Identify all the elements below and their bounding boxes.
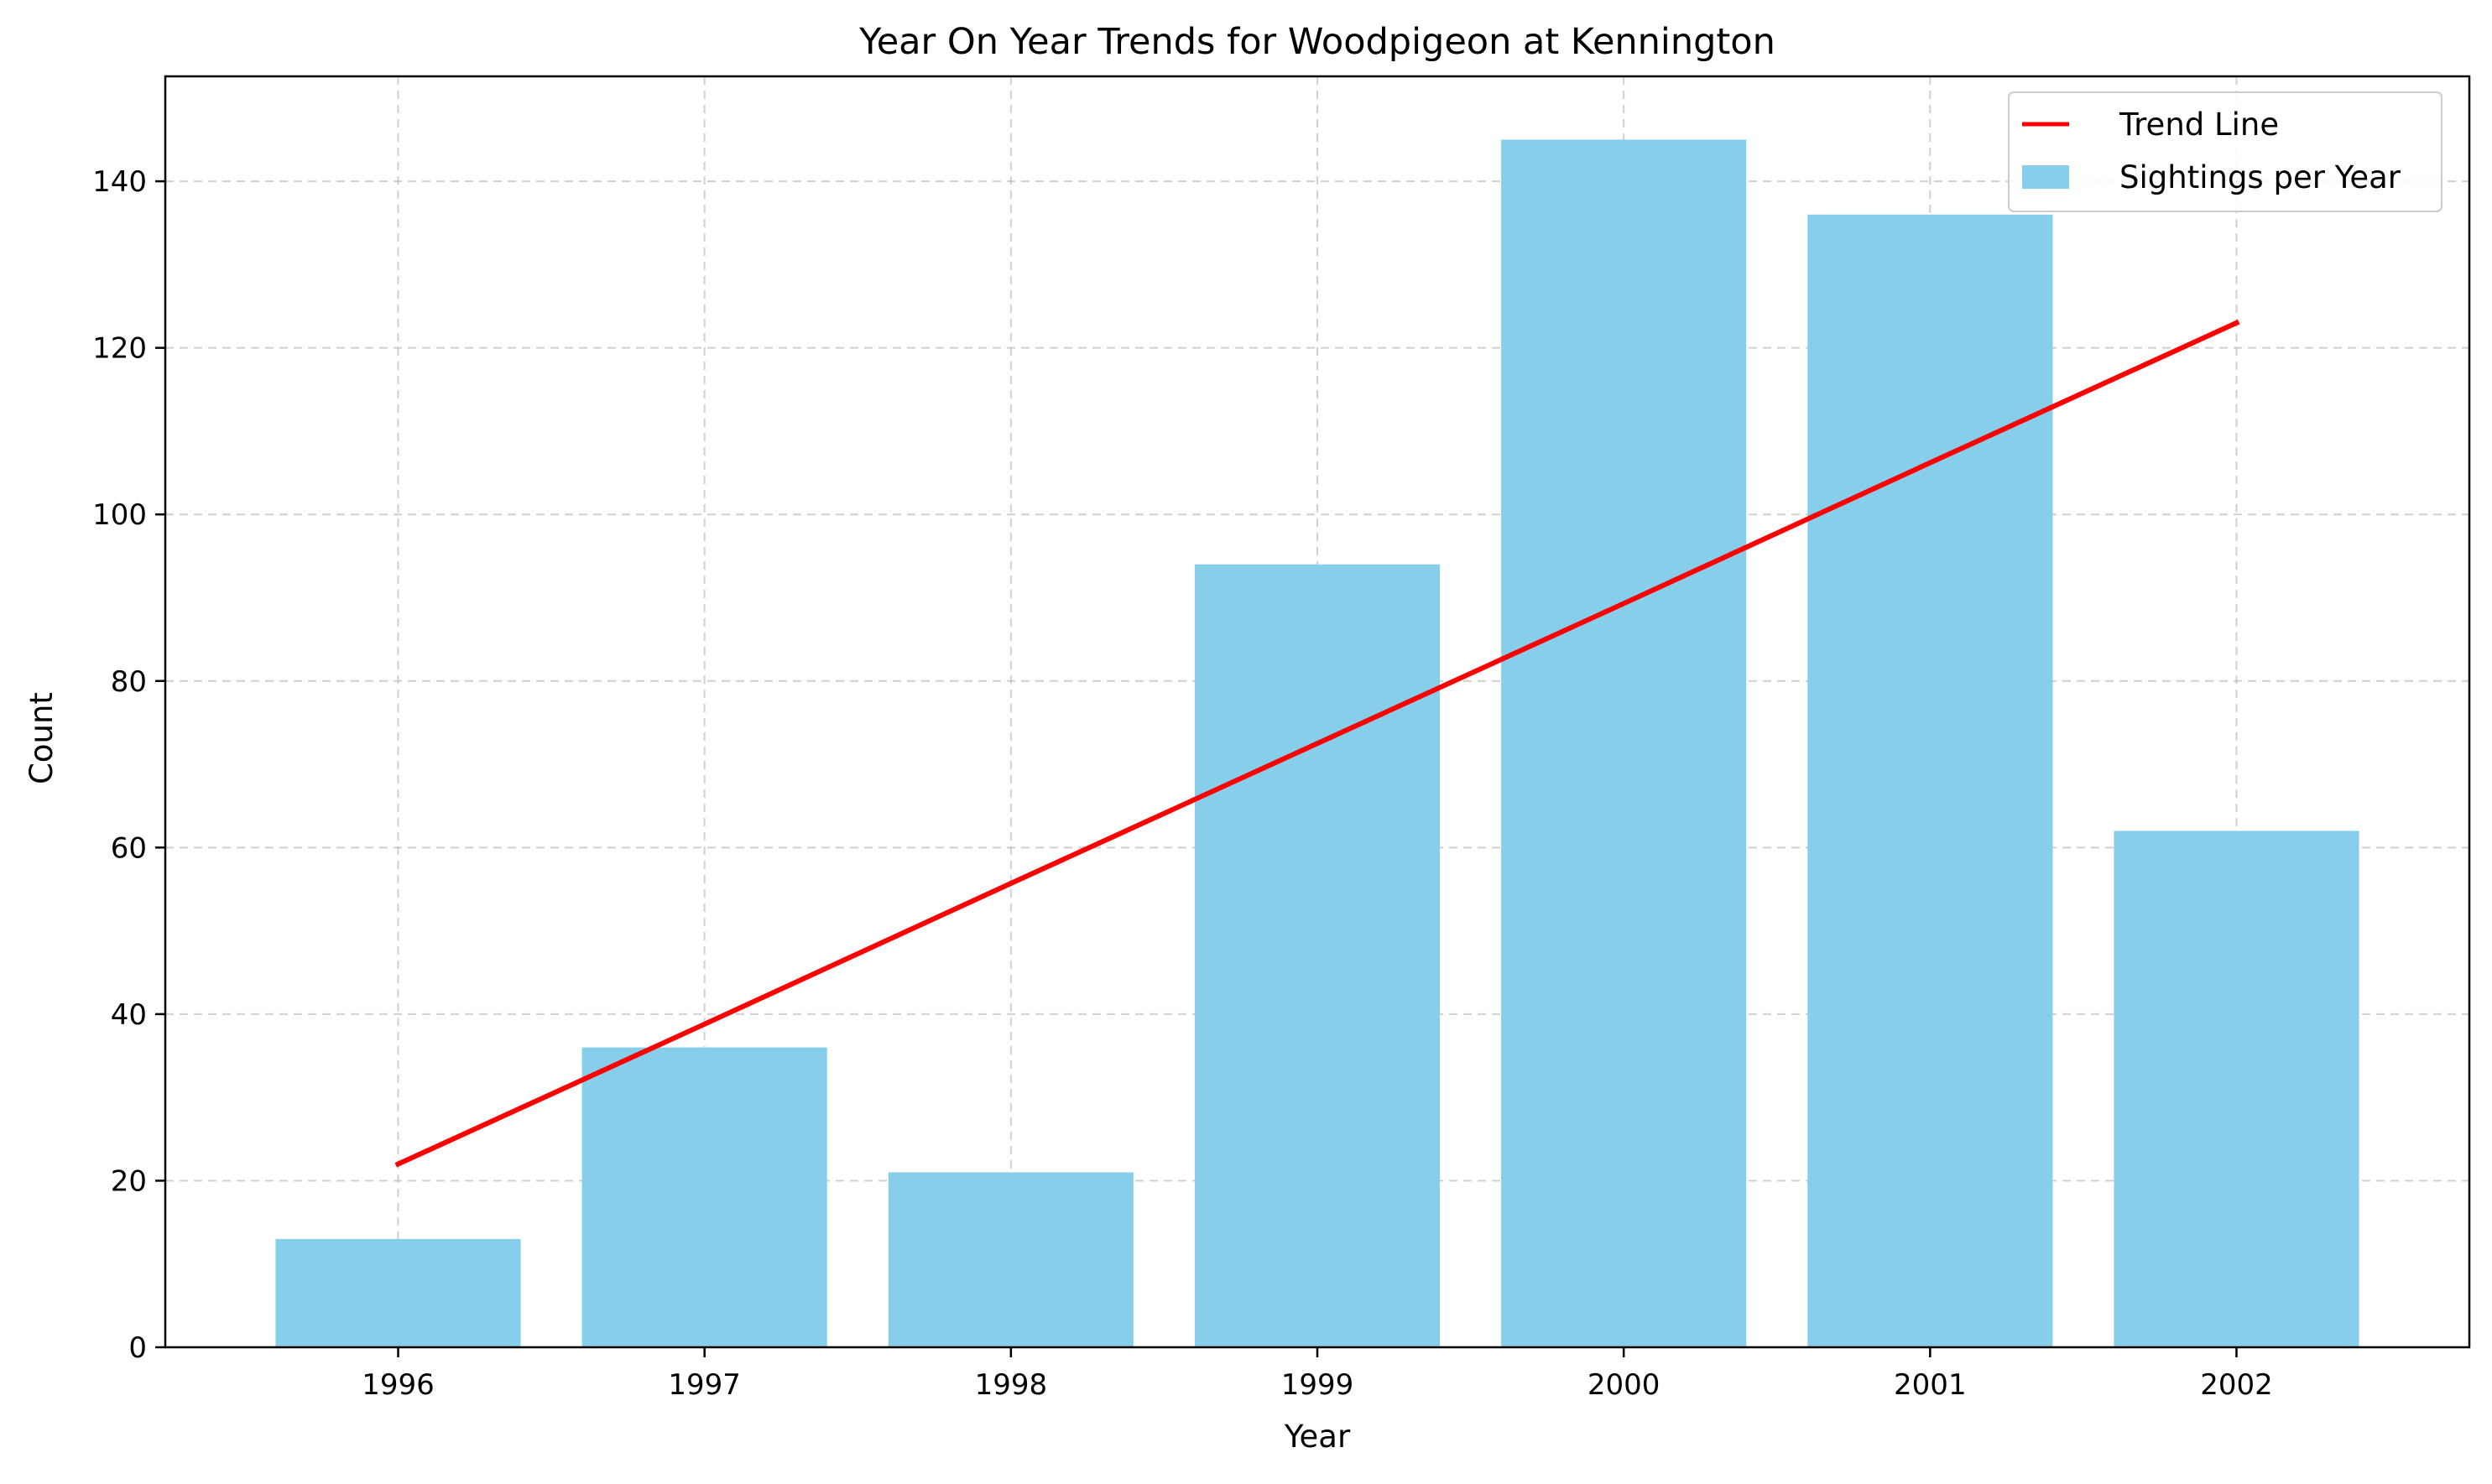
bar-1996 bbox=[275, 1238, 521, 1347]
bar-1999 bbox=[1194, 564, 1441, 1347]
bar-layer bbox=[275, 139, 2359, 1348]
y-tick-label: 120 bbox=[92, 332, 147, 366]
x-tick-label: 1997 bbox=[668, 1368, 741, 1402]
y-tick-label: 40 bbox=[111, 998, 147, 1032]
legend-frame bbox=[2008, 91, 2442, 212]
y-tick-label: 60 bbox=[111, 831, 147, 865]
bar-2001 bbox=[1807, 214, 2053, 1347]
y-axis-ticks: 0 20 40 60 80 100 120 140 bbox=[92, 165, 165, 1365]
bar-1997 bbox=[581, 1047, 827, 1347]
x-tick-label: 2002 bbox=[2200, 1368, 2273, 1402]
bar-1998 bbox=[888, 1172, 1134, 1347]
bar-2002 bbox=[2114, 831, 2359, 1347]
trend-line-layer bbox=[394, 319, 2240, 1168]
y-axis-label: Count bbox=[23, 692, 60, 784]
legend-label-trend-line: Trend Line bbox=[2119, 107, 2279, 143]
y-tick-label: 80 bbox=[111, 665, 147, 699]
legend-label-sightings: Sightings per Year bbox=[2119, 159, 2401, 195]
x-tick-label: 1999 bbox=[1281, 1368, 1354, 1402]
y-tick-label: 20 bbox=[111, 1164, 147, 1198]
legend-swatch-sightings bbox=[2022, 165, 2069, 189]
chart-title: Year On Year Trends for Woodpigeon at Ke… bbox=[858, 21, 1775, 63]
x-axis-label: Year bbox=[1284, 1419, 1351, 1455]
legend: Trend Line Sightings per Year bbox=[2008, 91, 2442, 212]
trend-line bbox=[394, 319, 2240, 1168]
y-tick-label: 0 bbox=[128, 1331, 147, 1365]
x-tick-label: 1998 bbox=[975, 1368, 1048, 1402]
x-tick-label: 1996 bbox=[362, 1368, 435, 1402]
y-tick-label: 140 bbox=[92, 165, 147, 199]
bar-2000 bbox=[1501, 139, 1747, 1348]
y-tick-label: 100 bbox=[92, 498, 147, 532]
x-axis-ticks: 1996 1997 1998 1999 2000 2001 2002 bbox=[362, 1347, 2273, 1402]
x-tick-label: 2001 bbox=[1894, 1368, 1967, 1402]
x-tick-label: 2000 bbox=[1587, 1368, 1660, 1402]
